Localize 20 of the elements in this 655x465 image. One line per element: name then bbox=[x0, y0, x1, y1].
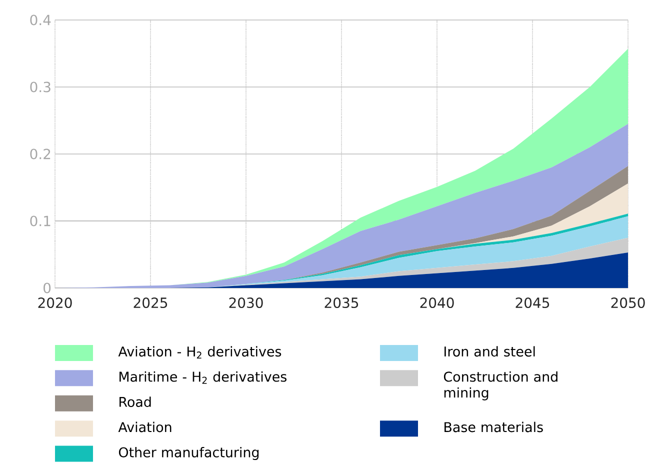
y-tick-label: 0.2 bbox=[30, 148, 50, 160]
x-tick-label: 2050 bbox=[611, 297, 645, 308]
x-tick-label: 2040 bbox=[420, 297, 454, 308]
legend-label: Other manufacturing bbox=[118, 446, 259, 460]
y-tick-label: 0.1 bbox=[30, 216, 50, 226]
y-tick-label: 0.4 bbox=[30, 14, 51, 26]
x-tick-label: 2020 bbox=[38, 297, 72, 308]
legend-label: Iron and steel bbox=[444, 346, 535, 357]
x-tick-label: 2035 bbox=[324, 297, 358, 308]
legend-label: Road bbox=[120, 396, 151, 407]
legend-label: Construction and mining bbox=[444, 371, 558, 400]
x-tick-label: 2045 bbox=[516, 297, 550, 308]
legend-label: Aviation bbox=[118, 422, 172, 432]
y-tick-label: 0 bbox=[44, 282, 51, 294]
legend-label: Base materials bbox=[444, 422, 543, 432]
y-tick-label: 0.3 bbox=[30, 82, 50, 92]
x-tick-label: 2030 bbox=[229, 297, 263, 308]
legend-label: Aviation - H$_{2}$ derivatives bbox=[118, 346, 282, 359]
x-tick-label: 2025 bbox=[134, 297, 168, 308]
legend-label: Maritime - H$_{2}$ derivatives bbox=[120, 371, 286, 384]
